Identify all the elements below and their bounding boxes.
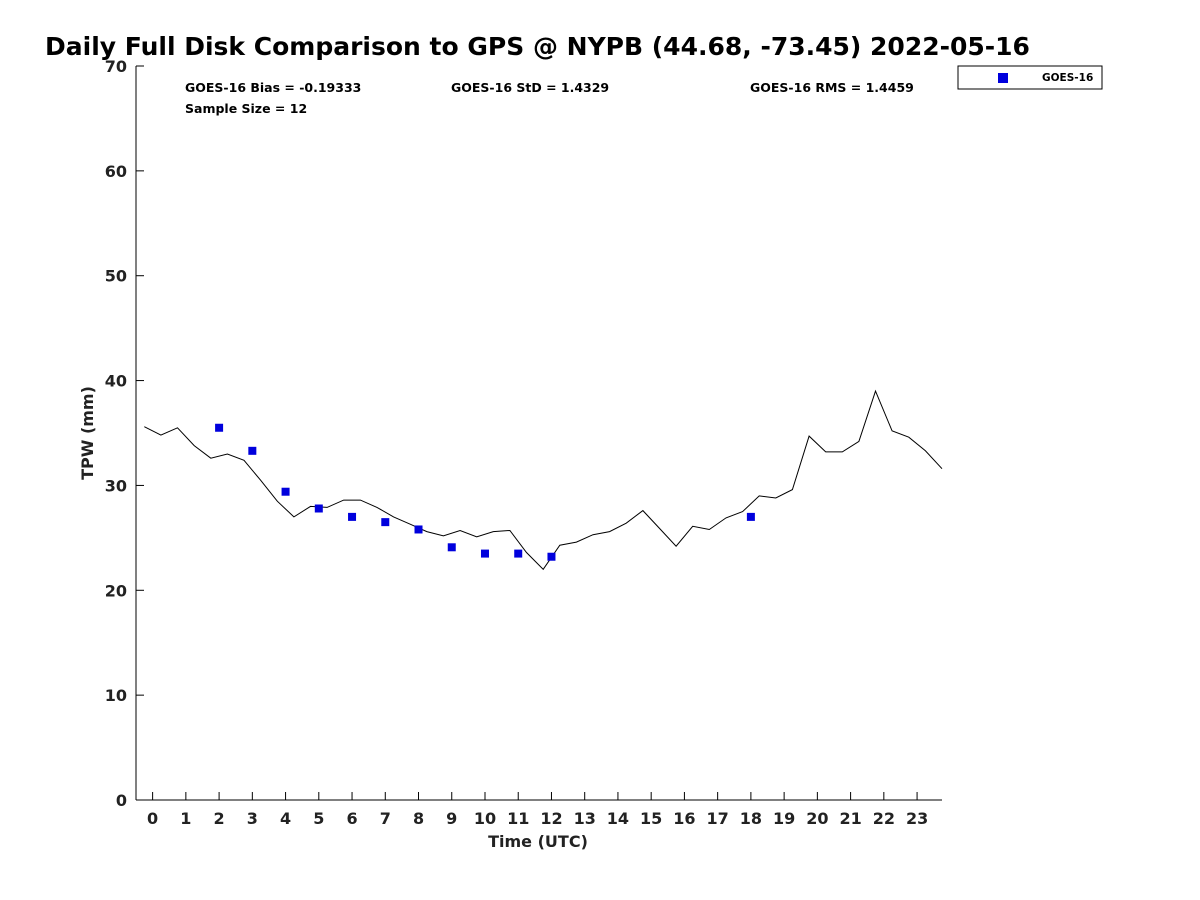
gps-line (144, 389, 943, 571)
x-tick-label: 20 (806, 809, 828, 828)
x-tick-label: 5 (313, 809, 324, 828)
x-tick-label: 8 (413, 809, 424, 828)
y-tick-label: 20 (105, 581, 127, 600)
x-tick-label: 2 (214, 809, 225, 828)
x-tick-label: 4 (280, 809, 291, 828)
goes-16-point (281, 487, 290, 496)
chart-title: Daily Full Disk Comparison to GPS @ NYPB… (45, 32, 1030, 61)
x-tick-label: 11 (507, 809, 529, 828)
goes-16-point (348, 512, 357, 521)
legend: GOES-16 (957, 65, 1103, 90)
goes-16-point (547, 552, 556, 561)
std-stat: GOES-16 StD = 1.4329 (451, 80, 609, 95)
goes-16-point (314, 504, 323, 513)
y-tick-label: 60 (105, 162, 127, 181)
goes-16-point (215, 423, 224, 432)
x-tick-label: 9 (446, 809, 457, 828)
x-tick-label: 18 (740, 809, 762, 828)
axes (135, 66, 942, 801)
y-tick-label: 70 (105, 57, 127, 76)
x-tick-label: 1 (180, 809, 191, 828)
y-tick-label: 10 (105, 686, 127, 705)
goes-16-point (414, 525, 423, 534)
goes-16-point (480, 549, 489, 558)
gps-tpw-line (144, 389, 943, 571)
legend-marker (998, 73, 1008, 83)
goes-16-point (746, 512, 755, 521)
x-tick-label: 7 (380, 809, 391, 828)
legend-box (957, 65, 1103, 90)
x-tick-label: 14 (607, 809, 629, 828)
goes-16-point (248, 446, 257, 455)
x-tick-label: 16 (673, 809, 695, 828)
goes-16-point (514, 549, 523, 558)
sample-size-stat: Sample Size = 12 (185, 101, 307, 116)
x-tick-label: 15 (640, 809, 662, 828)
y-tick-label: 40 (105, 372, 127, 391)
y-axis-label: TPW (mm) (78, 386, 97, 480)
x-tick-label: 17 (707, 809, 729, 828)
x-axis-label: Time (UTC) (488, 832, 588, 851)
rms-stat: GOES-16 RMS = 1.4459 (750, 80, 914, 95)
goes-16-points (215, 423, 755, 561)
x-tick-label: 22 (873, 809, 895, 828)
y-tick-label: 30 (105, 476, 127, 495)
bias-stat: GOES-16 Bias = -0.19333 (185, 80, 361, 95)
x-tick-label: 10 (474, 809, 496, 828)
x-tick-label: 21 (839, 809, 861, 828)
x-tick-label: 6 (346, 809, 357, 828)
x-tick-label: 3 (247, 809, 258, 828)
x-tick-label: 23 (906, 809, 928, 828)
x-tick-label: 13 (574, 809, 596, 828)
goes-16-point (381, 518, 390, 527)
y-tick-label: 0 (116, 791, 127, 810)
x-tick-label: 12 (540, 809, 562, 828)
x-tick-label: 19 (773, 809, 795, 828)
legend-label: GOES-16 (1042, 72, 1093, 84)
goes-16-point (447, 543, 456, 552)
y-tick-label: 50 (105, 267, 127, 286)
x-tick-label: 0 (147, 809, 158, 828)
